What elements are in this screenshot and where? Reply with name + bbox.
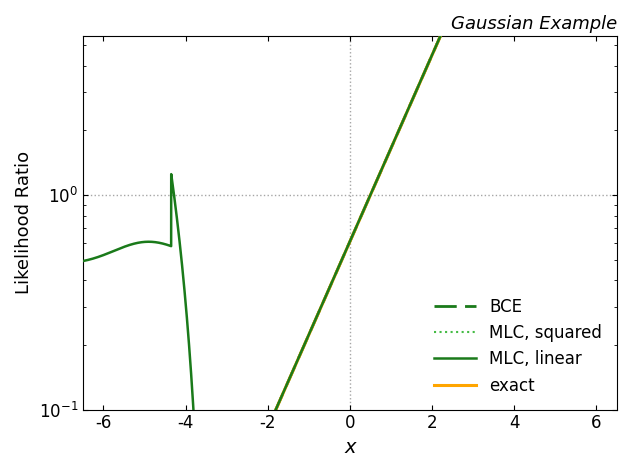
X-axis label: x: x <box>344 438 356 457</box>
Y-axis label: Likelihood Ratio: Likelihood Ratio <box>15 151 33 295</box>
Legend: BCE, MLC, squared, MLC, linear, exact: BCE, MLC, squared, MLC, linear, exact <box>427 291 609 401</box>
Text: Gaussian Example: Gaussian Example <box>451 15 617 33</box>
